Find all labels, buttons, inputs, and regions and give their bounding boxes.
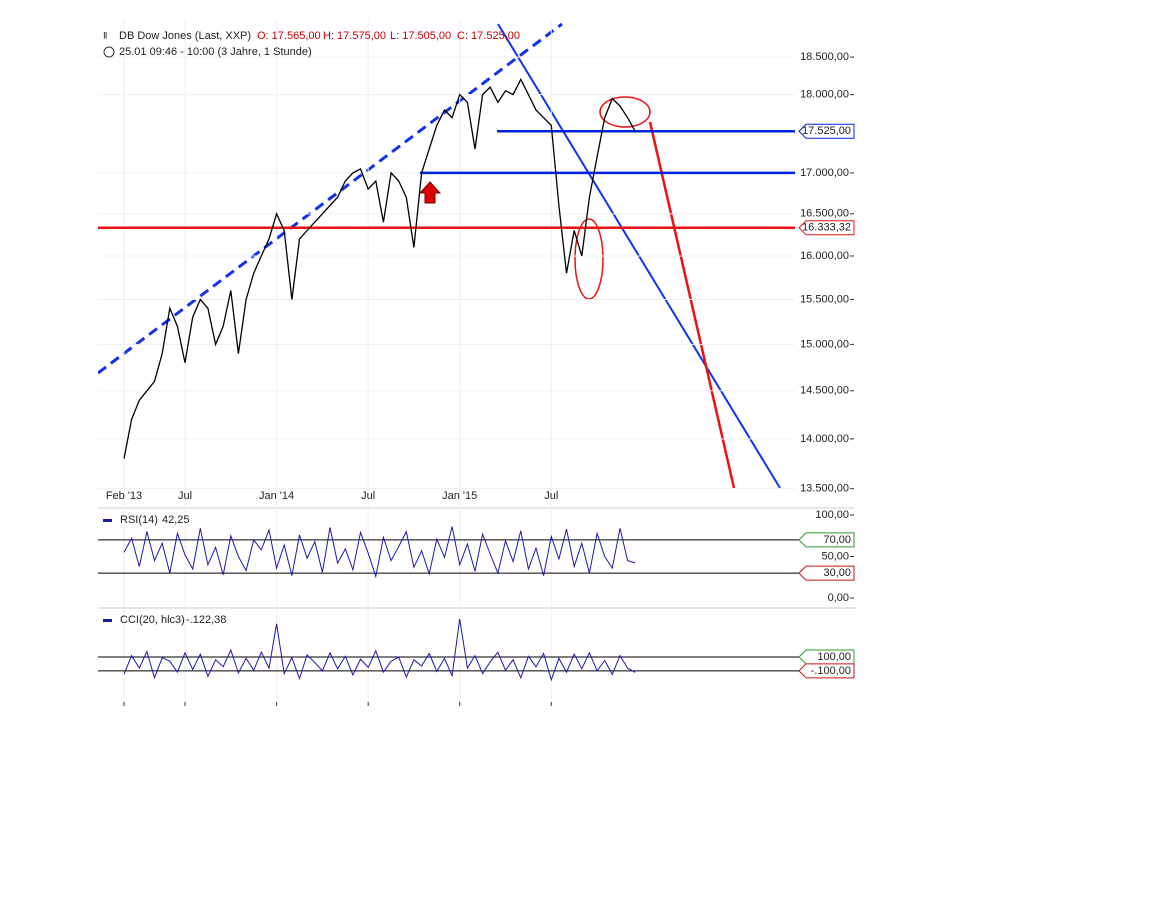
y-tick-label: 100,00	[815, 509, 849, 521]
marker-tag	[798, 649, 855, 665]
legend-swatch	[103, 619, 112, 622]
ohlc-label: L: 17.505,00	[390, 30, 451, 42]
y-tick-label: 15.500,00	[800, 293, 849, 305]
indicator-value: -.122,38	[186, 614, 226, 626]
x-tick-label: Feb '13	[106, 490, 142, 502]
chart-subtitle: 25.01 09:46 - 10:00 (3 Jahre, 1 Stunde)	[119, 46, 312, 58]
indicator-value: 42,25	[162, 514, 190, 526]
bars-icon: Ⅱ	[103, 30, 107, 40]
price-line	[123, 526, 636, 579]
marker-tag	[798, 663, 855, 679]
ohlc-label: C: 17.525,00	[457, 30, 520, 42]
y-tick-label: 14.500,00	[800, 385, 849, 397]
chart-title: DB Dow Jones (Last, XXP)	[119, 30, 251, 42]
y-tick-label: 0,00	[828, 592, 849, 604]
y-tick-label: 18.000,00	[800, 89, 849, 101]
marker-label: -.100,00	[811, 665, 851, 677]
y-tick-label: 50,00	[821, 550, 849, 562]
marker-label: 16.333,32	[802, 222, 851, 234]
trend-line	[648, 121, 736, 489]
y-tick-label: 13.500,00	[800, 483, 849, 495]
indicator-title: RSI(14)	[120, 514, 158, 526]
marker-label: 100,00	[817, 651, 851, 663]
x-tick-label: Jul	[178, 490, 192, 502]
y-tick-label: 16.000,00	[800, 250, 849, 262]
trend-line	[98, 22, 563, 375]
y-tick-label: 16.500,00	[800, 208, 849, 220]
legend-swatch	[103, 519, 112, 522]
marker-label: 30,00	[823, 567, 851, 579]
y-tick-label: 15.000,00	[800, 338, 849, 350]
marker-label: 17.525,00	[802, 125, 851, 137]
clock-icon	[103, 46, 115, 58]
arrow	[418, 181, 442, 204]
drawings	[98, 22, 781, 489]
x-tick-label: Jul	[544, 490, 558, 502]
marker-tag	[798, 565, 855, 581]
ellipse	[599, 96, 651, 128]
y-tick-label: 18.500,00	[800, 51, 849, 63]
indicator-title: CCI(20, hlc3)	[120, 614, 185, 626]
marker-tag	[798, 220, 855, 236]
x-tick-label: Jan '15	[442, 490, 477, 502]
marker-tag	[798, 532, 855, 548]
price-line	[123, 78, 636, 459]
marker-tag	[798, 123, 855, 139]
x-tick-label: Jan '14	[259, 490, 294, 502]
ohlc-label: H: 17.575,00	[323, 30, 386, 42]
x-tick-label: Jul	[361, 490, 375, 502]
ellipse	[574, 218, 604, 300]
marker-label: 70,00	[823, 534, 851, 546]
price-line	[123, 618, 636, 682]
ohlc-label: O: 17.565,00	[257, 30, 321, 42]
y-tick-label: 17.000,00	[800, 167, 849, 179]
y-tick-label: 14.000,00	[800, 433, 849, 445]
